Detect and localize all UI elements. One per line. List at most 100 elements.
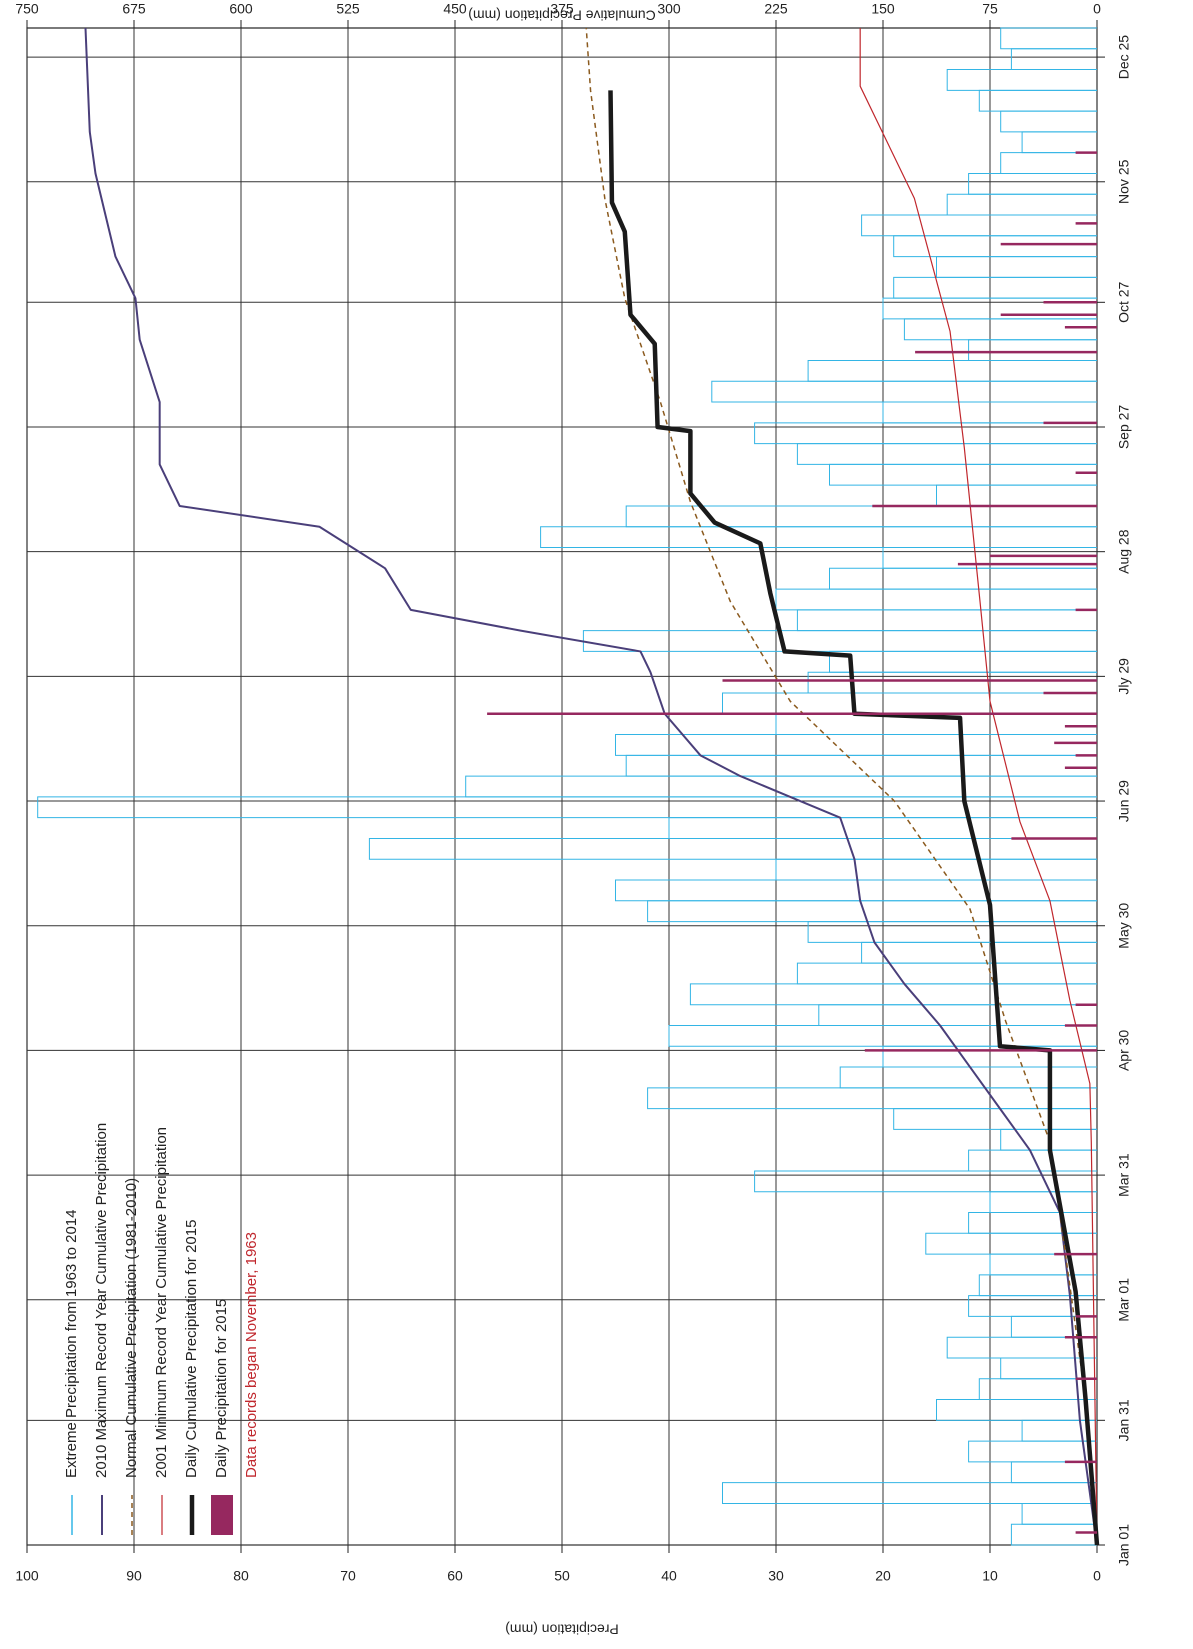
extreme-bar: [807, 359, 1097, 382]
extreme-bar: [711, 380, 1097, 403]
y-tick-label: 70: [340, 1568, 356, 1584]
extreme-bar: [968, 339, 1097, 361]
y-tick-label: 50: [554, 1568, 570, 1584]
y2-tick-label: 750: [15, 1, 39, 17]
y-tick-label: 90: [126, 1568, 142, 1584]
x-tick-label: Dec 25: [1116, 35, 1132, 80]
extreme-bar: [807, 921, 1097, 943]
y2-tick-label: 600: [229, 1, 253, 17]
x-tick-label: May 30: [1116, 903, 1132, 949]
y-tick-label: 0: [1093, 1568, 1101, 1584]
x-tick-label: Apr 30: [1116, 1030, 1132, 1071]
extreme-bar: [540, 526, 1097, 549]
extreme-bar: [754, 422, 1097, 445]
extreme-bar: [754, 1170, 1097, 1193]
extreme-bar: [968, 1149, 1097, 1172]
y-axis-label: Precipitation (mm): [505, 1621, 619, 1637]
extreme-bar: [647, 900, 1097, 923]
extreme-bar: [1000, 27, 1097, 50]
y-tick-label: 10: [982, 1568, 998, 1584]
extreme-bar: [978, 89, 1097, 112]
y2-tick-label: 450: [443, 1, 467, 17]
extreme-bar: [893, 1108, 1097, 1130]
extreme-bar: [989, 1253, 1097, 1276]
extreme-bar: [968, 1440, 1097, 1463]
extreme-bar: [989, 1191, 1097, 1214]
extreme-bar: [1000, 152, 1097, 174]
extreme-bar: [946, 193, 1097, 216]
extreme-bar: [582, 630, 1097, 652]
extreme-bar: [1010, 1523, 1097, 1546]
x-tick-label: Mar 01: [1116, 1278, 1132, 1322]
extreme-bar: [775, 588, 1097, 611]
extreme-bar: [925, 1232, 1097, 1255]
extreme-bar: [722, 1482, 1097, 1504]
extreme-bar: [968, 172, 1097, 195]
x-tick-label: Oct 27: [1116, 281, 1132, 322]
legend-swatch: [211, 1495, 233, 1535]
y2-tick-label: 675: [122, 1, 146, 17]
cumulative-line: [608, 90, 1100, 1546]
extreme-bar: [903, 318, 1097, 341]
legend-label: Daily Precipitation for 2015: [213, 1299, 230, 1478]
extreme-bar: [893, 276, 1097, 299]
extreme-bar: [1021, 1502, 1097, 1525]
extreme-bar: [625, 754, 1097, 777]
extreme-bar: [1021, 131, 1097, 154]
extreme-bar: [978, 1378, 1097, 1401]
extreme-bar: [861, 214, 1097, 237]
cumulative-line: [585, 27, 1098, 1546]
x-tick-label: Jan 01: [1116, 1524, 1132, 1566]
extreme-bar: [978, 1274, 1097, 1297]
x-tick-label: Sep 27: [1116, 405, 1132, 450]
extreme-bar: [615, 734, 1097, 756]
y2-axis-label: Cumulative Precipitation (mm): [468, 7, 656, 23]
y2-tick-label: 0: [1093, 1, 1101, 17]
annotation: Data records began November, 1963: [243, 1232, 260, 1478]
cumulative-line: [84, 27, 1098, 1546]
extreme-bar: [796, 962, 1097, 985]
x-tick-label: Aug 28: [1116, 529, 1132, 574]
y-tick-label: 80: [233, 1568, 249, 1584]
y-tick-label: 20: [875, 1568, 891, 1584]
extreme-bar: [368, 837, 1097, 860]
y2-tick-label: 225: [764, 1, 788, 17]
extreme-bar: [722, 692, 1097, 715]
x-tick-label: Jan 31: [1116, 1399, 1132, 1441]
legend-label: Normal Cumulative Precipitation (1981-20…: [123, 1178, 140, 1478]
extreme-bar: [37, 796, 1097, 819]
y-tick-label: 100: [15, 1568, 39, 1584]
extreme-bar: [1000, 110, 1097, 133]
extreme-bar: [689, 983, 1097, 1006]
extreme-bar: [829, 650, 1097, 673]
extreme-bar: [615, 879, 1097, 902]
y2-tick-label: 150: [871, 1, 895, 17]
y2-tick-label: 375: [550, 1, 574, 17]
y-tick-label: 30: [768, 1568, 784, 1584]
y2-tick-label: 75: [982, 1, 998, 17]
legend-label: 2010 Maximum Record Year Cumulative Prec…: [93, 1123, 110, 1478]
extreme-bar: [775, 858, 1097, 881]
extreme-bar: [936, 1399, 1097, 1421]
legend-label: 2001 Minimum Record Year Cumulative Prec…: [153, 1127, 170, 1478]
extreme-bar: [936, 484, 1097, 507]
extreme-bar: [625, 505, 1097, 528]
extreme-bar: [893, 235, 1097, 258]
extreme-bar: [1010, 48, 1097, 71]
legend-label: Extreme Precipitation from 1963 to 2014: [63, 1210, 80, 1478]
extreme-bar: [946, 69, 1097, 91]
x-tick-label: Nov 25: [1116, 159, 1132, 204]
extreme-bar: [829, 463, 1097, 486]
x-tick-label: Jly 29: [1116, 658, 1132, 695]
extreme-bar: [968, 1212, 1097, 1234]
cumulative-line: [859, 28, 1098, 1546]
x-tick-label: Mar 31: [1116, 1153, 1132, 1197]
extreme-bar: [647, 1087, 1097, 1110]
extreme-bar: [1010, 1461, 1097, 1484]
extreme-bar: [1010, 1315, 1097, 1338]
extreme-bar: [796, 443, 1097, 465]
y2-tick-label: 300: [657, 1, 681, 17]
extreme-bar: [936, 256, 1097, 278]
extreme-bar: [829, 567, 1097, 590]
